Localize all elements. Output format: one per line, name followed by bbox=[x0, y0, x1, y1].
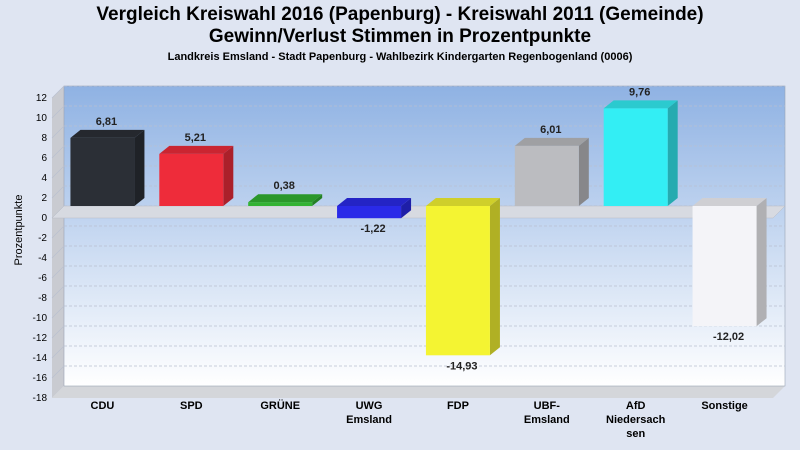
bar-ubf-emsland bbox=[514, 145, 579, 206]
bar-side bbox=[312, 194, 323, 206]
bar-sonstige bbox=[692, 206, 757, 327]
y-tick-label: 4 bbox=[41, 173, 47, 184]
gridline-side bbox=[51, 165, 65, 179]
zero-baseline bbox=[51, 205, 786, 219]
bar-top bbox=[159, 145, 234, 154]
plot-side-wall bbox=[52, 86, 64, 398]
bar-gr-ne bbox=[248, 202, 313, 206]
data-label: 9,76 bbox=[629, 86, 650, 98]
bar-top bbox=[692, 198, 767, 206]
data-label: -12,02 bbox=[713, 331, 744, 343]
x-tick-label: UBF- bbox=[534, 400, 561, 412]
gridline-side bbox=[51, 85, 65, 99]
x-tick-label: Emsland bbox=[346, 414, 392, 426]
bar-side bbox=[134, 129, 145, 206]
y-tick-label: -2 bbox=[38, 233, 47, 244]
x-tick-label: UWG bbox=[356, 400, 383, 412]
x-tick-label: CDU bbox=[91, 400, 115, 412]
y-tick-label: -6 bbox=[38, 273, 47, 284]
y-tick-label: -4 bbox=[38, 253, 47, 264]
bar-side bbox=[578, 137, 589, 206]
bar-spd bbox=[159, 153, 224, 206]
y-tick-label: 6 bbox=[41, 153, 47, 164]
x-tick-label: FDP bbox=[447, 400, 469, 412]
y-tick-label: -8 bbox=[38, 293, 47, 304]
y-tick-label: 12 bbox=[36, 93, 48, 104]
y-tick-label: 10 bbox=[36, 113, 48, 124]
bar-side bbox=[223, 145, 234, 206]
chart-titles: Vergleich Kreiswahl 2016 (Papenburg) - K… bbox=[0, 0, 800, 64]
gridline-side bbox=[51, 225, 65, 239]
gridline-side bbox=[51, 265, 65, 279]
y-tick-label: -18 bbox=[33, 393, 48, 404]
x-tick-label: SPD bbox=[180, 400, 203, 412]
bar-side bbox=[667, 100, 678, 206]
x-tick-label: Niedersach bbox=[606, 414, 666, 426]
x-tick-label: AfD bbox=[626, 400, 646, 412]
data-label: 6,81 bbox=[96, 116, 117, 128]
gridline-side bbox=[51, 325, 65, 339]
bar-side bbox=[489, 198, 500, 356]
plot-floor bbox=[52, 386, 785, 398]
y-tick-label: 0 bbox=[41, 213, 47, 224]
gridline-side bbox=[51, 365, 65, 379]
data-label: -1,22 bbox=[361, 223, 386, 235]
gridline-side bbox=[51, 145, 65, 159]
bar-cdu bbox=[70, 137, 135, 206]
bar-top bbox=[514, 137, 589, 146]
gridline-side bbox=[51, 185, 65, 199]
bar-fdp bbox=[425, 206, 490, 356]
data-label: 5,21 bbox=[185, 132, 206, 144]
y-tick-label: -14 bbox=[33, 353, 48, 364]
y-tick-label: -10 bbox=[33, 313, 48, 324]
bar-top bbox=[337, 198, 412, 206]
bar-uwg-emsland bbox=[337, 206, 402, 219]
y-tick-label: -12 bbox=[33, 333, 48, 344]
chart-subtitle: Landkreis Emsland - Stadt Papenburg - Wa… bbox=[167, 51, 633, 63]
gridline-side bbox=[51, 125, 65, 139]
gridline-side bbox=[51, 345, 65, 359]
y-tick-label: -16 bbox=[33, 373, 48, 384]
chart-title-2: Gewinn/Verlust Stimmen in Prozentpunkte bbox=[208, 26, 592, 47]
x-tick-label: Emsland bbox=[524, 414, 570, 426]
gridline-side bbox=[51, 105, 65, 119]
bar-afd-niedersachsen bbox=[603, 108, 668, 206]
x-tick-label: GRÜNE bbox=[260, 399, 300, 412]
gridline-side bbox=[51, 285, 65, 299]
data-label: 6,01 bbox=[540, 124, 561, 136]
x-tick-label: Sonstige bbox=[701, 400, 747, 412]
data-label: -14,93 bbox=[446, 360, 477, 372]
bar-top bbox=[425, 198, 500, 206]
data-label: 0,38 bbox=[273, 180, 294, 192]
gridline-side bbox=[51, 245, 65, 259]
gridline-side bbox=[51, 305, 65, 319]
bar-side bbox=[756, 198, 767, 327]
bar-side bbox=[401, 198, 412, 219]
bar-top bbox=[603, 100, 678, 109]
chart-title: Vergleich Kreiswahl 2016 (Papenburg) - K… bbox=[96, 4, 704, 25]
y-tick-label: 2 bbox=[41, 193, 47, 204]
y-axis-label: Prozentpunkte bbox=[13, 195, 25, 266]
x-tick-label: sen bbox=[626, 428, 645, 440]
bar-top bbox=[248, 194, 323, 203]
y-tick-label: 8 bbox=[41, 133, 47, 144]
bar-top bbox=[70, 129, 145, 138]
